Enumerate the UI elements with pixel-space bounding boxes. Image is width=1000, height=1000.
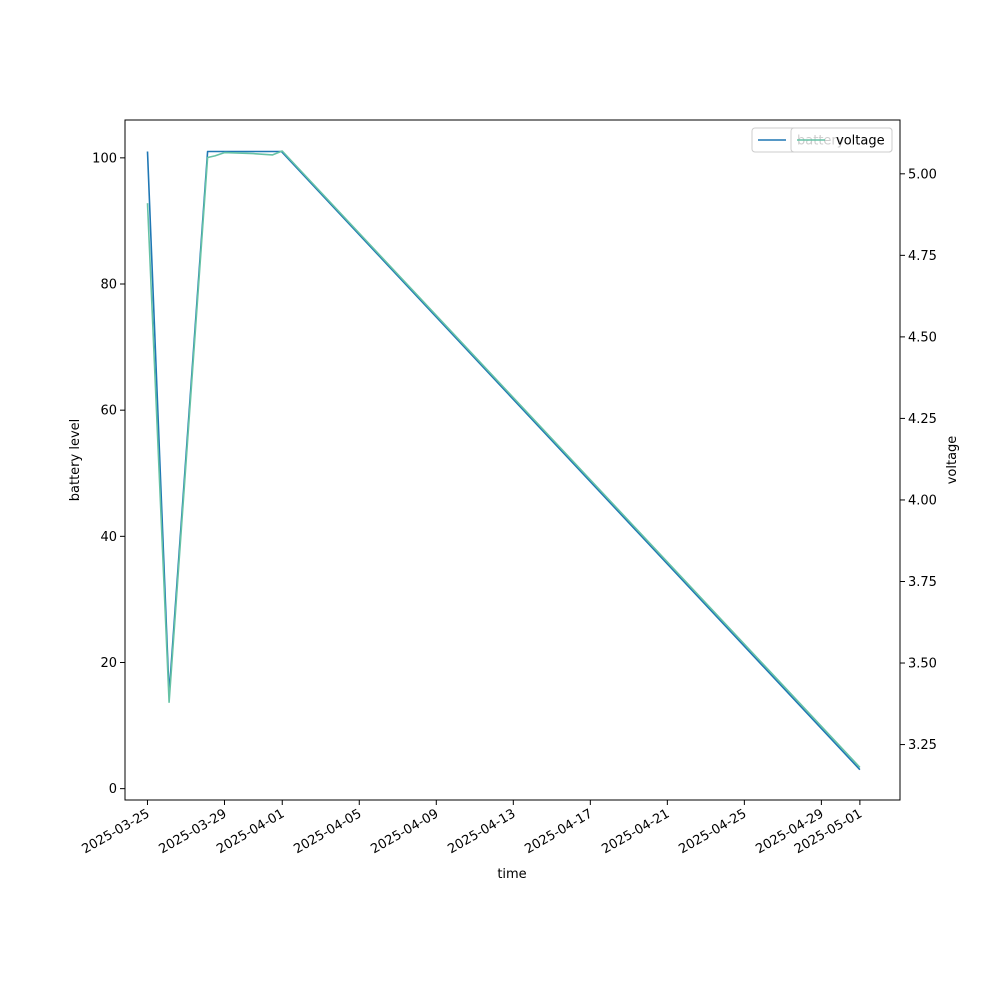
- y-left-tick-label: 40: [100, 530, 117, 545]
- y-right-tick-label: 3.50: [908, 657, 937, 672]
- y-left-tick-label: 80: [100, 278, 117, 293]
- series-layer: [146, 150, 861, 771]
- y-left-tick-label: 100: [92, 151, 117, 166]
- y-right-tick-label: 4.75: [908, 249, 937, 264]
- y-right-tick-label: 3.25: [908, 738, 937, 753]
- series-line-battery: [146, 150, 861, 771]
- y-left-tick-label: 20: [100, 656, 117, 671]
- x-axis-label: time: [497, 867, 526, 882]
- legend: batteryvoltage: [751, 127, 893, 153]
- series-line-voltage: [146, 150, 861, 768]
- y-right-tick-label: 3.75: [908, 575, 937, 590]
- legend-label-voltage: voltage: [836, 134, 885, 149]
- legend-box-voltage: [790, 127, 893, 153]
- axes-frame: [124, 119, 901, 801]
- y-left-tick-label: 60: [100, 404, 117, 419]
- y-right-tick-label: 4.00: [908, 493, 937, 508]
- y-axis-left-label: battery level: [68, 419, 83, 502]
- y-right-tick-label: 4.25: [908, 412, 937, 427]
- y-axis-right-label: voltage: [945, 436, 960, 485]
- y-left-tick-label: 0: [109, 782, 117, 797]
- y-right-tick-label: 5.00: [908, 167, 937, 182]
- y-right-tick-label: 4.50: [908, 330, 937, 345]
